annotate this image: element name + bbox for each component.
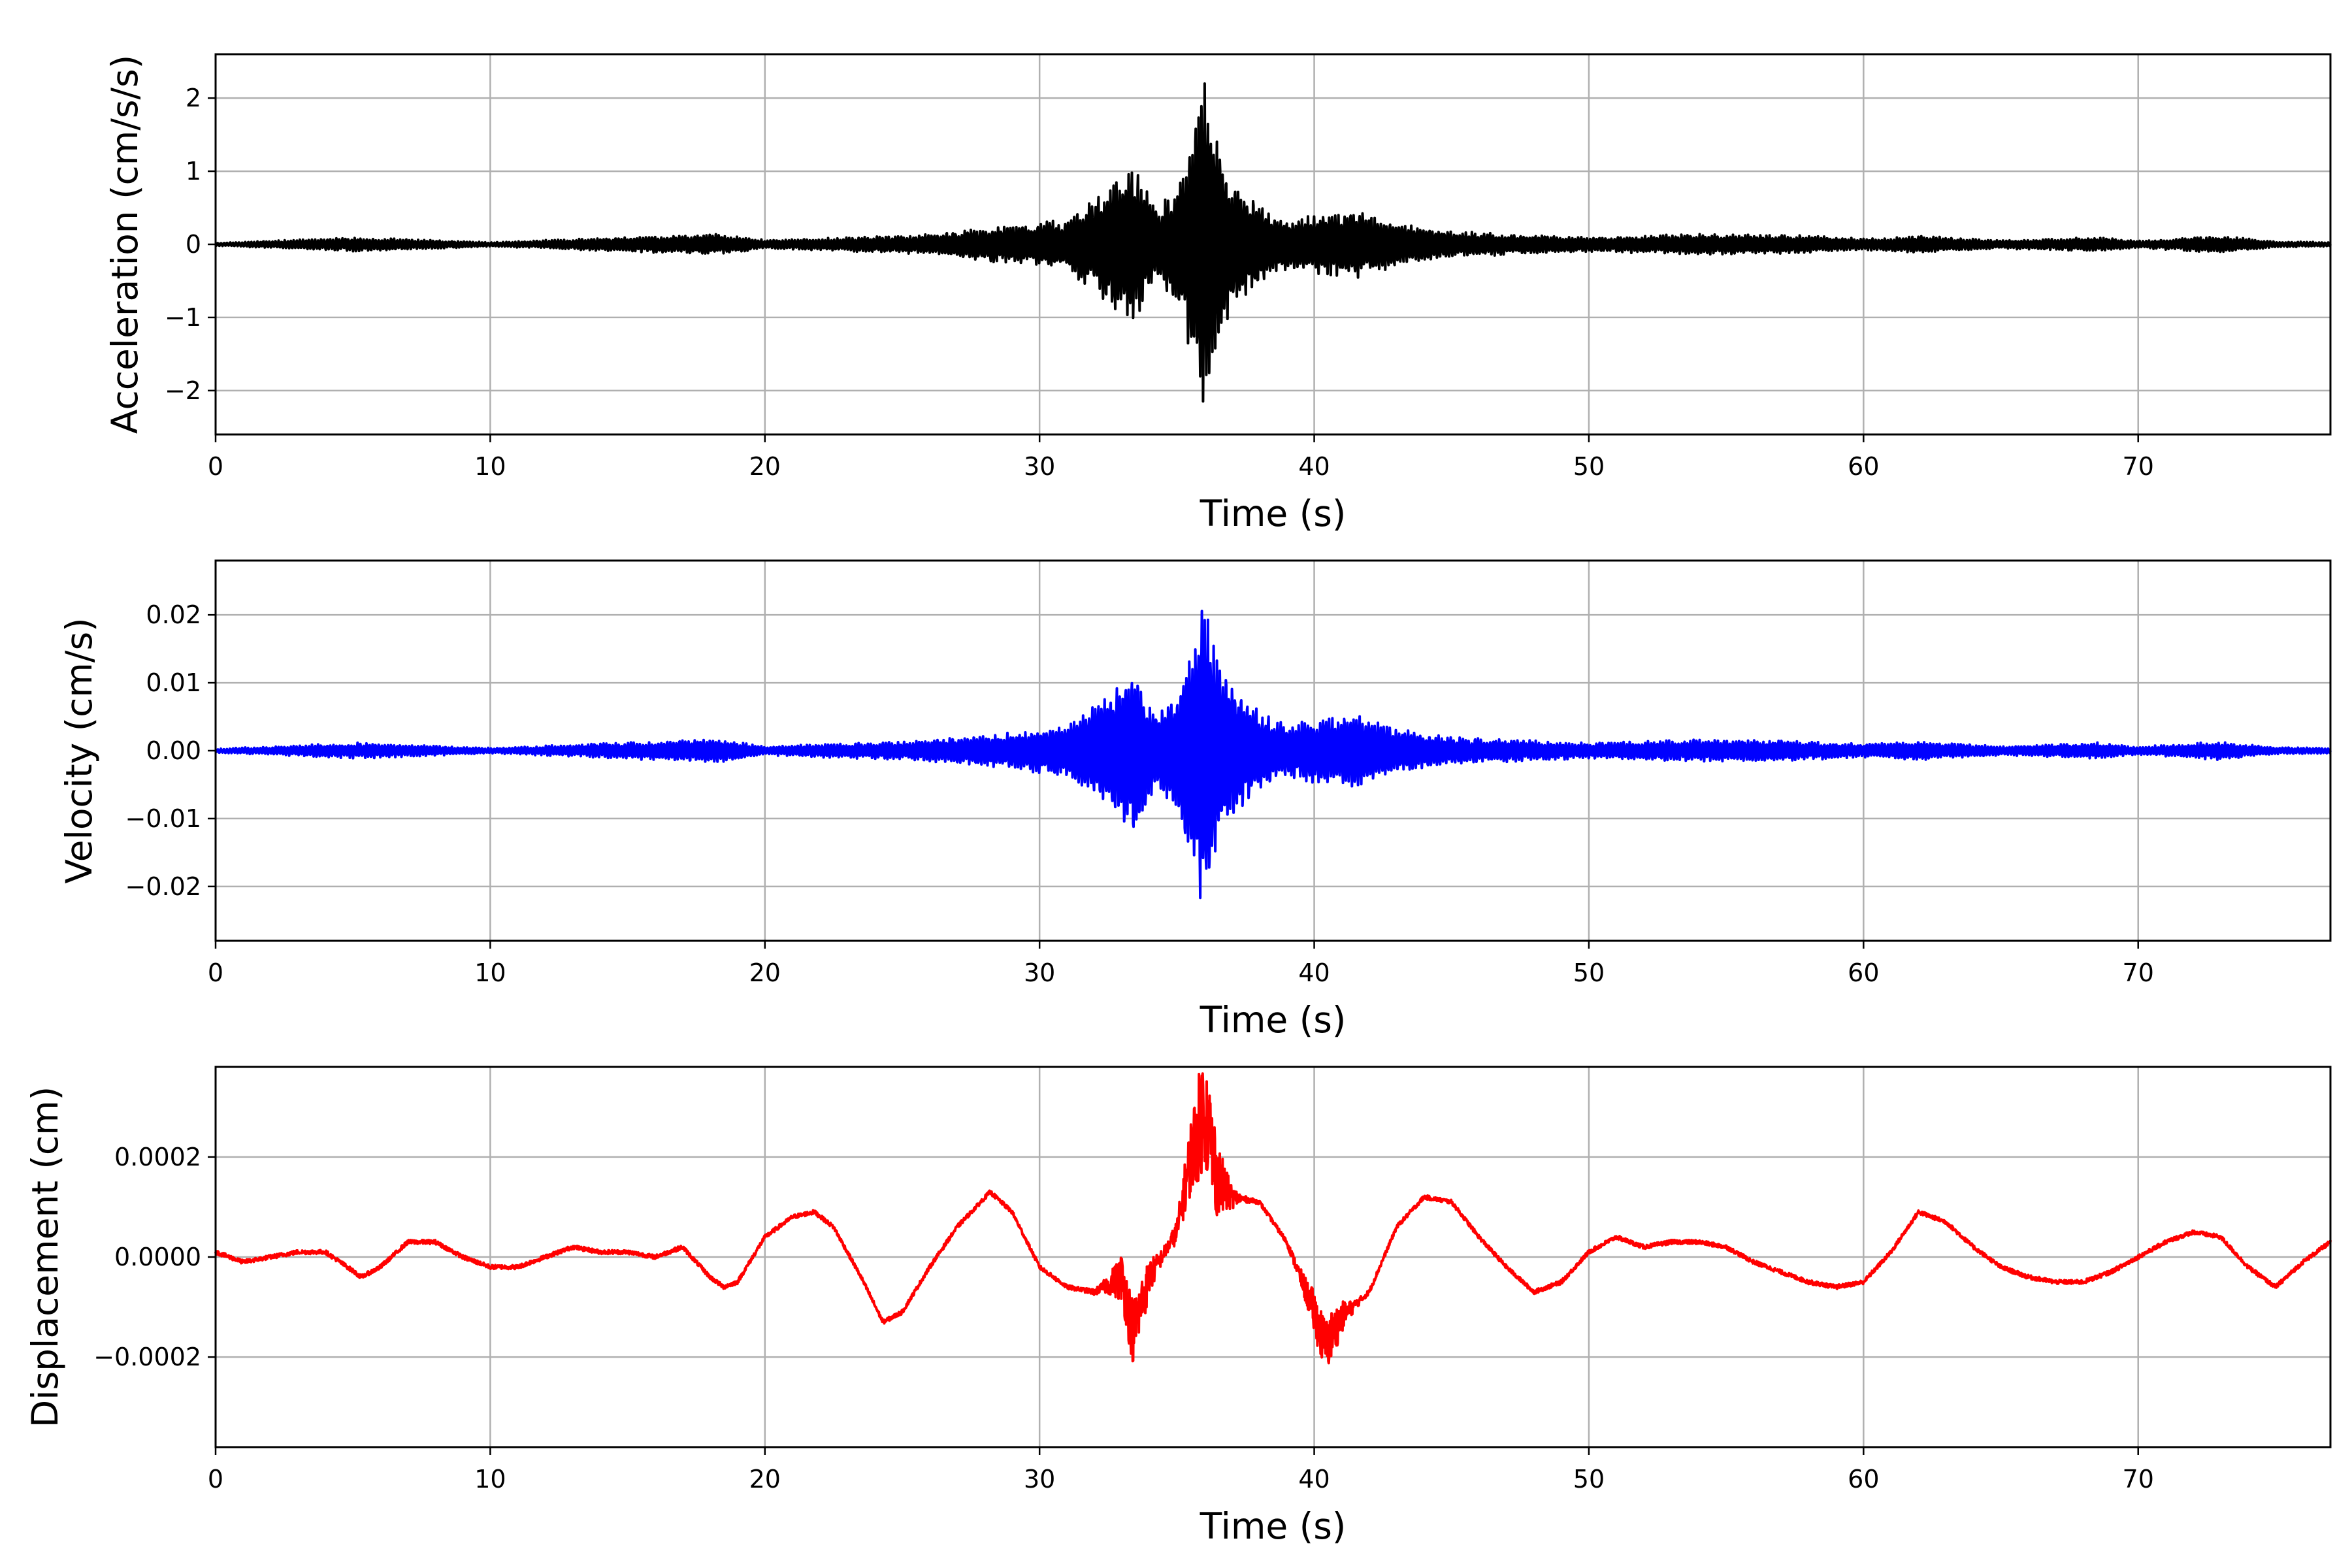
- x-tick-label: 30: [1024, 958, 1055, 987]
- acceleration-y-axis-label: Acceleration (cm/s/s): [104, 55, 146, 434]
- series-line: [214, 1072, 2332, 1365]
- displacement-panel: 0 10 20 30 40 50 60 70 0.0002 0.0000 −0.0002 Time…: [24, 1066, 2332, 1547]
- x-tick-label: 70: [2123, 1465, 2154, 1494]
- x-tick-label: 60: [1848, 1465, 1879, 1494]
- x-tick-label: 20: [749, 958, 781, 987]
- displacement-trace: [214, 1072, 2332, 1365]
- x-tick-label: 50: [1573, 958, 1605, 987]
- x-tick-label: 0: [208, 958, 223, 987]
- series-line: [214, 82, 2332, 403]
- y-tick-label: 0.02: [146, 600, 201, 629]
- x-tick-label: 20: [749, 452, 781, 481]
- y-tick-label: 0.00: [146, 736, 201, 765]
- velocity-x-ticks: 0 10 20 30 40 50 60 70: [208, 941, 2154, 987]
- x-tick-label: 30: [1024, 1465, 1055, 1494]
- velocity-panel: 0 10 20 30 40 50 60 70 0.02 0.01 0.00 −0.01 −0.02 T…: [58, 559, 2332, 1041]
- acceleration-y-ticks: 2 1 0 −1 −2: [165, 84, 216, 405]
- x-tick-label: 70: [2123, 452, 2154, 481]
- y-tick-label: 2: [186, 84, 201, 112]
- x-tick-label: 0: [208, 452, 223, 481]
- y-tick-label: 0.0000: [114, 1243, 201, 1271]
- displacement-plot-frame: [214, 1066, 2332, 1448]
- x-tick-label: 10: [474, 958, 506, 987]
- series-line: [214, 610, 2332, 900]
- velocity-plot-frame: [214, 559, 2332, 942]
- acceleration-trace: [214, 82, 2332, 403]
- y-tick-label: 0.01: [146, 668, 201, 697]
- velocity-y-axis-label: Velocity (cm/s): [58, 617, 100, 883]
- displacement-y-axis-label: Displacement (cm): [24, 1086, 66, 1428]
- x-tick-label: 40: [1298, 452, 1330, 481]
- x-tick-label: 40: [1298, 958, 1330, 987]
- y-tick-label: −0.01: [125, 804, 201, 833]
- acceleration-x-axis-label: Time (s): [1200, 493, 1347, 534]
- y-tick-label: −0.02: [125, 872, 201, 901]
- y-tick-label: −0.0002: [93, 1343, 201, 1371]
- x-tick-label: 10: [474, 1465, 506, 1494]
- y-tick-label: 0.0002: [114, 1143, 201, 1171]
- velocity-y-ticks: 0.02 0.01 0.00 −0.01 −0.02: [125, 600, 216, 901]
- x-tick-label: 20: [749, 1465, 781, 1494]
- acceleration-x-ticks: 0 10 20 30 40 50 60 70: [208, 434, 2154, 481]
- x-tick-label: 10: [474, 452, 506, 481]
- velocity-x-axis-label: Time (s): [1200, 999, 1347, 1041]
- x-tick-label: 70: [2123, 958, 2154, 987]
- displacement-x-ticks: 0 10 20 30 40 50 60 70: [208, 1447, 2154, 1494]
- acceleration-panel: 0 10 20 30 40 50 60 70 210−1−2 Time (s) Acceler…: [104, 53, 2332, 534]
- displacement-y-ticks: 0.0002 0.0000 −0.0002: [93, 1143, 216, 1371]
- y-tick-label: 1: [186, 157, 201, 186]
- x-tick-label: 60: [1848, 958, 1879, 987]
- y-tick-label: −2: [165, 376, 201, 405]
- x-tick-label: 50: [1573, 1465, 1605, 1494]
- x-tick-label: 50: [1573, 452, 1605, 481]
- x-tick-label: 60: [1848, 452, 1879, 481]
- x-tick-label: 40: [1298, 1465, 1330, 1494]
- x-tick-label: 30: [1024, 452, 1055, 481]
- y-tick-label: −1: [165, 303, 201, 332]
- acceleration-plot-frame: [214, 53, 2332, 436]
- x-tick-label: 0: [208, 1465, 223, 1494]
- velocity-trace: [214, 610, 2332, 900]
- displacement-grid: [214, 1067, 2330, 1447]
- displacement-x-axis-label: Time (s): [1200, 1505, 1347, 1547]
- y-tick-label: 0: [186, 230, 201, 259]
